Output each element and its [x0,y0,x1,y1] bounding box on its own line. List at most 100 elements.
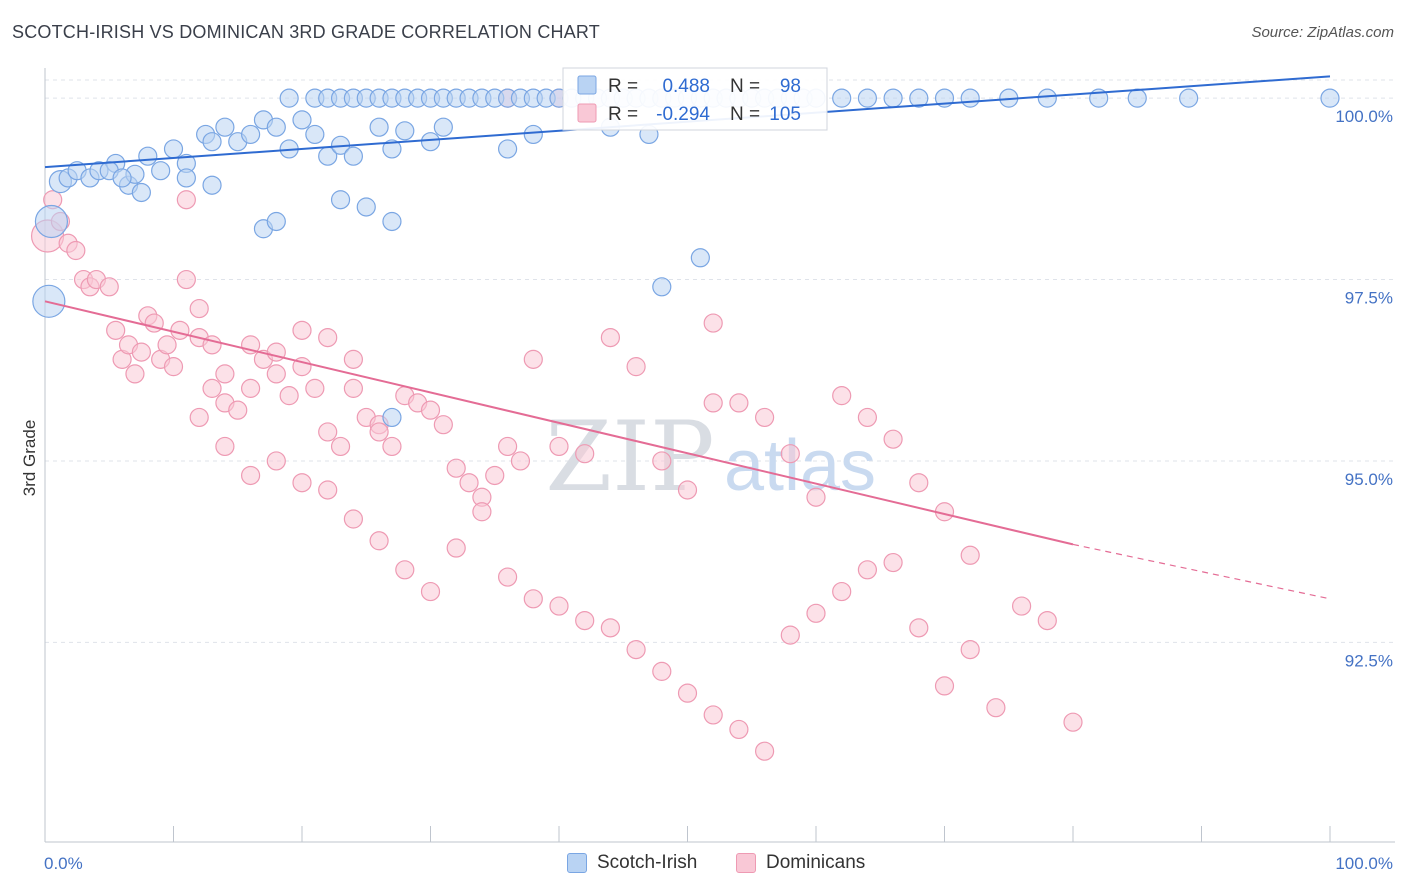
point-dominicans [446,458,466,478]
point-dominicans [703,393,723,413]
point-scotch-irish [202,175,222,195]
point-scotch-irish [909,88,929,108]
y-tick-label: 97.5% [1345,289,1393,308]
point-scotch-irish [241,124,261,145]
point-dominicans [523,589,543,609]
stats-n-label: N = [730,104,760,125]
legend-item-dominicans: Dominicans [736,852,865,874]
y-tick-label: 100.0% [1335,107,1393,126]
point-dominicans [106,320,126,340]
point-scotch-irish [176,168,196,188]
point-scotch-irish [266,211,286,232]
point-dominicans [549,596,569,616]
point-scotch-irish [523,124,543,145]
point-scotch-irish [292,110,312,130]
point-dominicans [66,240,86,261]
point-scotch-irish [1179,88,1199,108]
point-dominicans [600,618,621,638]
stats-n-value: 105 [769,104,801,125]
point-dominicans [279,386,299,406]
point-dominicans [125,364,145,384]
stats-legend-box [562,67,828,131]
stats-legend: R = 0.488 N = 98 R = -0.294 N = 105 [562,67,828,131]
chart-title: SCOTCH-IRISH VS DOMINICAN 3RD GRADE CORR… [12,22,600,42]
point-dominicans [241,465,261,486]
point-dominicans [459,473,479,493]
grid-lines [45,79,1395,643]
point-scotch-irish [343,146,363,166]
legend-label-scotch-irish: Scotch-Irish [597,852,698,873]
legend-swatch-scotch-irish [567,853,587,873]
point-dominicans [729,393,749,413]
point-scotch-irish [215,117,235,137]
point-dominicans [934,676,955,696]
point-dominicans [600,327,621,348]
point-dominicans [292,473,312,493]
point-dominicans [857,560,878,580]
point-dominicans [343,509,363,529]
point-dominicans [395,560,415,580]
point-dominicans [266,364,286,384]
point-dominicans [703,705,723,725]
point-dominicans [318,480,338,500]
point-scotch-irish [131,182,151,203]
point-dominicans [189,407,209,428]
stats-n-label: N = [730,76,760,97]
point-dominicans [131,342,151,362]
point-dominicans [420,400,441,420]
point-dominicans [780,625,800,645]
point-scotch-irish [305,124,325,145]
point-dominicans [157,335,177,355]
point-dominicans [909,618,929,638]
point-dominicans [189,298,209,319]
point-scotch-irish [138,146,158,166]
point-scotch-irish [652,277,672,297]
point-dominicans [857,407,878,428]
point-scotch-irish [112,168,132,188]
point-dominicans [343,349,363,369]
point-scotch-irish [330,190,351,210]
point-dominicans [485,465,505,486]
point-dominicans [729,719,749,740]
legend-swatch-dominicans [736,853,756,873]
point-dominicans [99,277,119,297]
point-dominicans [883,429,903,449]
x-tick-label: 0.0% [44,854,83,873]
point-dominicans [1063,712,1083,732]
point-dominicans [806,487,826,507]
point-dominicans [754,741,775,761]
point-dominicans [523,349,543,369]
point-dominicans [163,357,184,377]
point-dominicans [498,436,518,457]
x-tick-label: 100.0% [1335,854,1393,873]
y-axis-title: 3rd Grade [20,420,39,497]
point-dominicans [549,436,569,457]
point-scotch-irish [420,132,441,152]
point-dominicans [960,545,980,565]
point-dominicans [806,603,826,623]
point-dominicans [202,378,222,398]
bottom-legend: Scotch-Irish Dominicans [0,852,1406,878]
point-dominicans [677,683,698,703]
point-scotch-irish [163,139,184,159]
trend-line-dominicans-extension [1072,543,1331,600]
point-dominicans [472,502,492,522]
stats-r-label: R = [608,76,638,97]
point-dominicans [318,422,338,442]
point-scotch-irish [279,88,299,108]
point-dominicans [369,531,389,551]
y-tick-label: 95.0% [1345,470,1393,489]
point-dominicans [215,436,235,457]
point-dominicans [330,436,351,457]
point-dominicans [215,364,235,384]
stats-n-value: 98 [780,76,801,97]
trend-line-dominicans [44,300,1074,546]
y-tick-label: 92.5% [1345,651,1393,670]
point-dominicans [575,444,595,464]
point-scotch-irish [960,88,980,108]
stats-r-value: -0.294 [656,104,710,125]
stats-legend-swatch [577,103,597,123]
trend-lines [44,75,1331,600]
point-dominicans [510,451,531,471]
